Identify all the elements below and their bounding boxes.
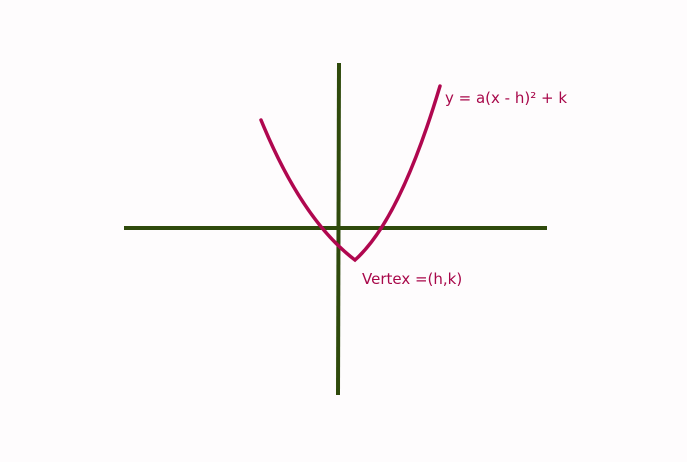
parabola-curve — [259, 84, 442, 263]
y-axis — [336, 62, 341, 396]
equation-label: y = a(x - h)² + k — [445, 89, 568, 107]
vertex-label: Vertex =(h,k) — [362, 270, 463, 288]
